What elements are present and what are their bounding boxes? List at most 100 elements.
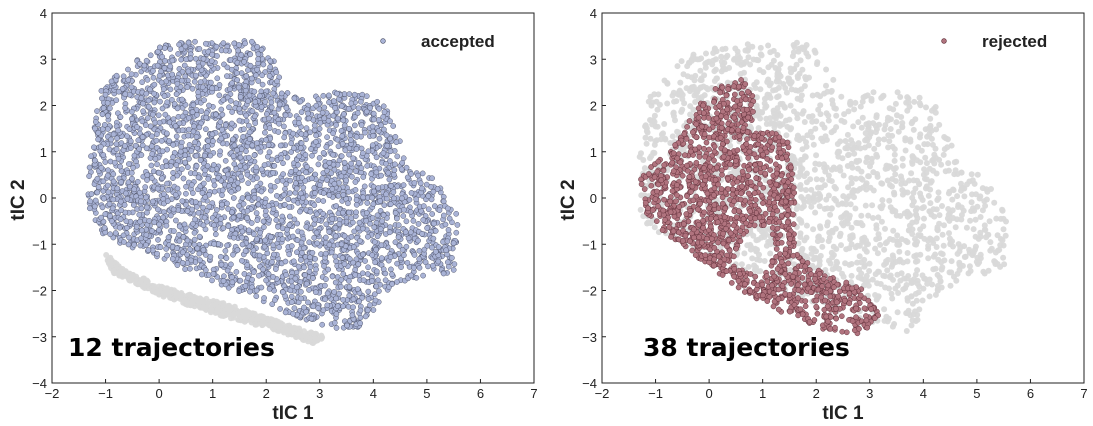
data-point <box>383 132 390 139</box>
data-point <box>132 142 139 149</box>
background-point <box>250 311 256 318</box>
data-point <box>237 94 244 100</box>
data-point <box>112 230 119 236</box>
data-point <box>375 117 382 123</box>
data-point <box>449 255 455 261</box>
background-point <box>855 140 862 147</box>
data-point <box>420 203 427 209</box>
y-tick-label: −2 <box>32 284 47 299</box>
data-point <box>154 161 160 168</box>
data-point <box>322 234 329 241</box>
data-point <box>419 231 425 237</box>
data-point <box>104 126 111 132</box>
data-point <box>288 293 295 300</box>
data-point <box>312 216 318 223</box>
data-point <box>139 134 146 140</box>
data-point <box>307 167 314 173</box>
background-point <box>968 171 975 178</box>
data-point <box>322 250 329 257</box>
data-point <box>380 266 387 273</box>
data-point <box>199 84 206 91</box>
data-point <box>214 75 221 82</box>
background-point <box>858 270 865 277</box>
background-point <box>889 183 895 190</box>
data-point <box>364 163 371 169</box>
data-point <box>139 79 145 86</box>
data-point <box>387 148 394 155</box>
data-point <box>208 58 215 64</box>
data-point <box>392 133 399 140</box>
background-point <box>718 53 725 60</box>
data-point <box>245 180 252 187</box>
data-point <box>211 182 218 189</box>
data-point <box>138 205 145 212</box>
background-point <box>925 192 932 199</box>
data-point <box>230 153 237 159</box>
data-point <box>372 297 379 304</box>
data-point <box>102 91 109 98</box>
data-point <box>237 154 244 161</box>
data-point <box>353 197 360 203</box>
data-point <box>341 111 347 117</box>
background-point <box>871 145 878 152</box>
data-point <box>396 243 403 249</box>
background-point <box>807 128 814 135</box>
data-point <box>269 156 275 163</box>
data-point <box>187 246 193 253</box>
data-point <box>286 222 293 228</box>
data-point <box>261 295 267 301</box>
data-point <box>401 252 407 259</box>
data-point <box>351 244 357 250</box>
data-point <box>399 159 406 166</box>
data-point <box>354 286 361 292</box>
data-point <box>338 276 345 283</box>
data-point <box>176 41 182 48</box>
data-point <box>113 97 120 104</box>
data-point <box>162 58 168 64</box>
data-point <box>105 112 111 119</box>
background-point <box>679 106 686 113</box>
background-point <box>911 98 918 105</box>
background-point <box>889 323 896 330</box>
data-point <box>298 295 304 302</box>
background-point <box>886 197 893 204</box>
data-point <box>98 164 105 171</box>
data-point <box>253 72 259 79</box>
data-point <box>241 58 247 65</box>
data-point <box>266 73 273 79</box>
data-point <box>331 98 337 104</box>
data-point <box>357 98 364 105</box>
data-point <box>179 249 186 256</box>
background-point <box>812 125 819 132</box>
data-point <box>358 145 365 152</box>
data-point <box>373 154 380 161</box>
data-point <box>346 91 353 97</box>
data-point <box>159 148 166 155</box>
data-point <box>134 178 141 185</box>
data-point <box>373 283 380 290</box>
data-point <box>101 224 108 231</box>
data-point <box>102 211 109 217</box>
data-point <box>369 215 376 221</box>
data-point <box>98 214 105 221</box>
data-point <box>179 113 186 120</box>
data-point <box>277 306 283 312</box>
data-point <box>335 192 342 199</box>
data-point <box>280 289 286 295</box>
data-point <box>163 222 170 229</box>
data-point <box>134 124 140 130</box>
data-point <box>378 122 384 129</box>
data-point <box>376 135 383 142</box>
data-point <box>244 208 251 214</box>
data-point <box>153 137 160 144</box>
data-point <box>416 256 423 262</box>
data-point <box>144 76 151 83</box>
data-point <box>161 45 168 51</box>
data-point <box>194 112 200 118</box>
data-point <box>172 191 179 198</box>
data-point <box>108 78 115 85</box>
data-point <box>227 86 233 93</box>
data-point <box>111 159 118 166</box>
data-point <box>170 206 177 213</box>
data-point <box>237 163 243 169</box>
